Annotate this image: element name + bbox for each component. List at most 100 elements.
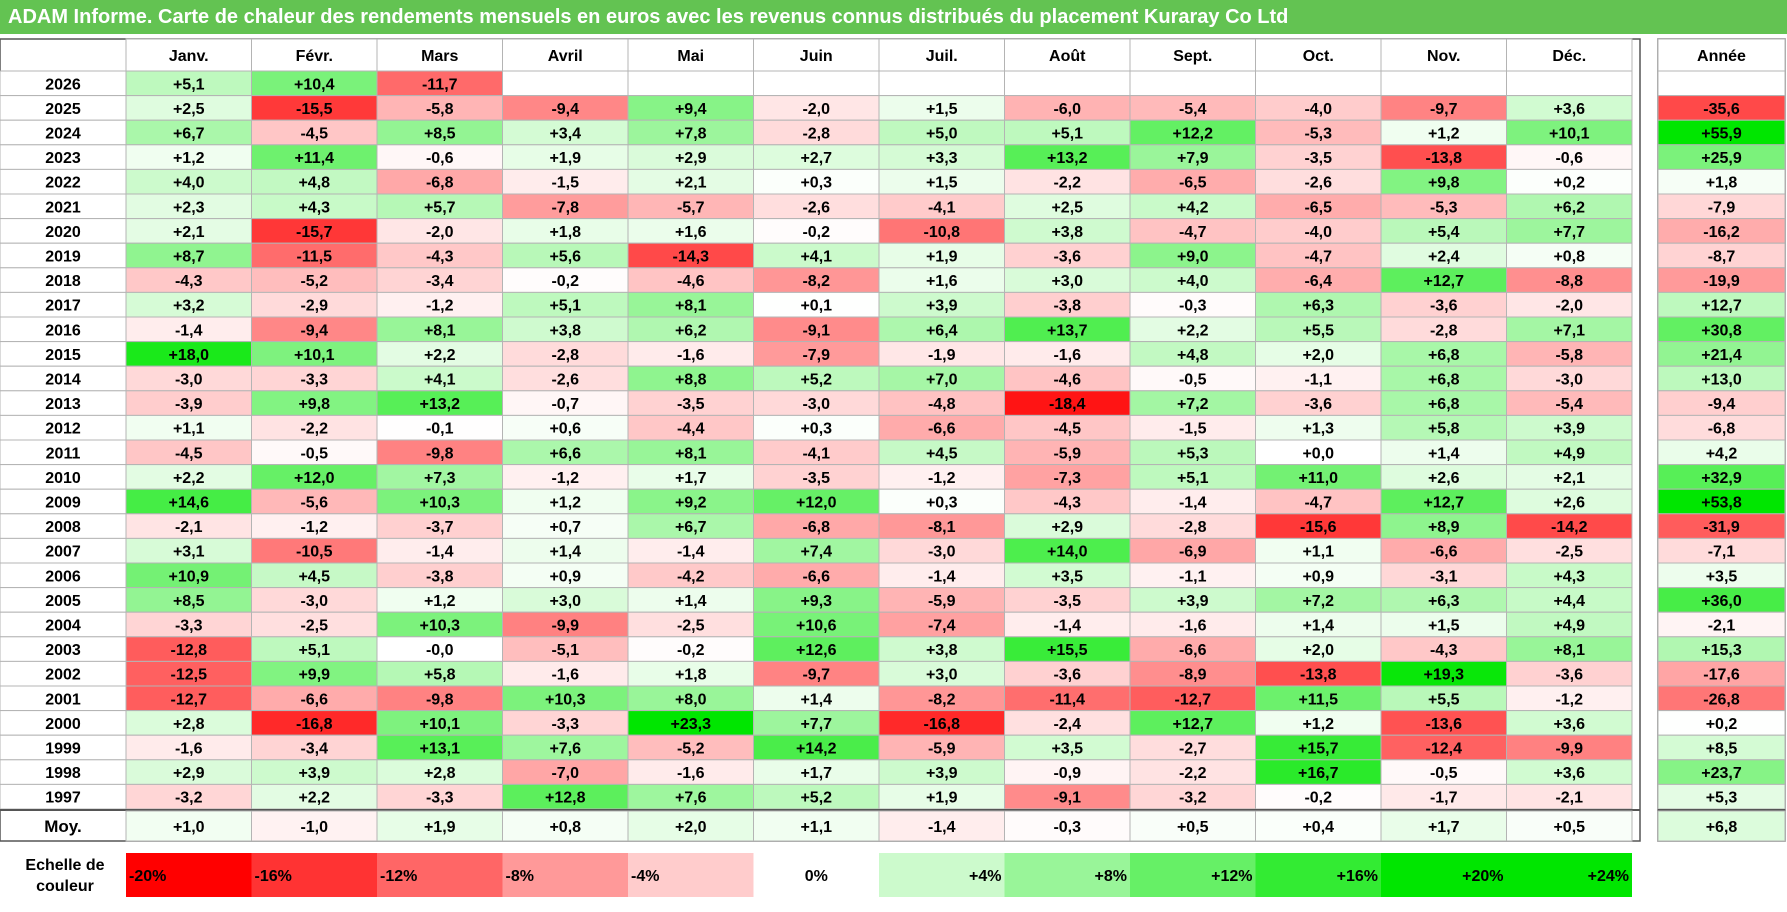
heatmap-cell [125, 144, 252, 170]
cell-value: -4,5 [300, 126, 328, 143]
cell-value: -11,7 [422, 76, 458, 93]
heatmap-cell [1506, 168, 1633, 195]
heatmap-cell [1004, 119, 1131, 146]
heatmap-cell [1380, 218, 1507, 244]
cell-value: -4,6 [677, 273, 705, 290]
heatmap-cell [1129, 710, 1256, 736]
cell-value: +4,9 [1553, 445, 1585, 462]
heatmap-cell [627, 464, 754, 490]
cell-value: +16,7 [1298, 765, 1339, 782]
cell-value: +3,9 [1177, 593, 1209, 610]
year-label: 2002 [45, 667, 81, 684]
cell-value: +13,2 [420, 396, 461, 413]
heatmap-cell [376, 119, 503, 146]
heatmap-cell [1004, 611, 1131, 638]
annual-value: -8,7 [1708, 249, 1736, 266]
year-label: 2005 [45, 593, 81, 610]
heatmap-cell [1380, 537, 1507, 564]
year-label: 2013 [45, 396, 81, 413]
scale-step-label: -16% [255, 868, 292, 885]
cell-value: -4,5 [175, 445, 203, 462]
annual-value: -26,8 [1703, 691, 1740, 708]
heatmap-cell [753, 611, 880, 638]
average-value: +1,7 [1428, 819, 1460, 836]
cell-value: +3,1 [173, 544, 205, 561]
annual-value: +30,8 [1701, 322, 1742, 339]
heatmap-cell [627, 414, 754, 441]
cell-value: +3,6 [1553, 101, 1585, 118]
heatmap-cell [251, 316, 378, 343]
cell-value: +2,9 [675, 150, 707, 167]
cell-value: -3,6 [1430, 298, 1458, 315]
scale-step-label: +8% [1095, 868, 1127, 885]
cell-value: -2,4 [1053, 716, 1081, 733]
cell-value: +0,8 [1553, 249, 1585, 266]
cell-value: +11,5 [1298, 691, 1338, 708]
annual-cell [1657, 685, 1786, 712]
cell-value: -14,3 [673, 249, 710, 266]
heatmap-cell [1255, 759, 1382, 785]
heatmap-cell [627, 710, 754, 736]
month-header: Févr. [296, 48, 333, 65]
cell-value: -6,6 [1179, 642, 1207, 659]
heatmap-cell [1004, 144, 1131, 170]
cell-value: -5,9 [1053, 445, 1081, 462]
cell-value: +5,5 [1428, 691, 1460, 708]
heatmap-cell [1255, 439, 1382, 466]
month-header: Sept. [1173, 48, 1212, 65]
cell-value: +5,1 [549, 298, 581, 315]
heatmap-cell [878, 513, 1005, 539]
cell-value: +6,2 [675, 322, 707, 339]
heatmap-cell [1380, 488, 1507, 515]
cell-value: +1,1 [1302, 544, 1334, 561]
heatmap-cell [1255, 488, 1382, 515]
cell-value: +1,2 [549, 495, 581, 512]
heatmap-cell [1004, 734, 1131, 761]
cell-value: +5,6 [549, 249, 581, 266]
heatmap-cell [878, 341, 1005, 367]
cell-value: +12,2 [1173, 126, 1214, 143]
heatmap-cell [125, 341, 252, 367]
cell-value: -2,5 [1555, 544, 1583, 561]
year-label: 2003 [45, 642, 81, 659]
cell-value: -1,6 [677, 765, 705, 782]
cell-value: +12,6 [796, 642, 837, 659]
cell-value: +7,2 [1177, 396, 1209, 413]
cell-value: -3,6 [1053, 667, 1081, 684]
heatmap-cell [1255, 70, 1382, 97]
cell-value: -1,7 [1430, 790, 1458, 807]
cell-value: +1,9 [926, 790, 958, 807]
heatmap-cell [627, 316, 754, 343]
cell-value: +1,3 [1302, 421, 1334, 438]
average-value: -1,0 [300, 819, 328, 836]
heatmap-cell [1506, 70, 1633, 97]
cell-value: +2,4 [1428, 249, 1460, 266]
heatmap-cell [1129, 464, 1256, 490]
cell-value: +2,6 [1553, 495, 1585, 512]
cell-value: +4,2 [1177, 199, 1209, 216]
heatmap-cell [376, 70, 503, 97]
scale-swatch [1381, 853, 1507, 897]
cell-value: -6,6 [928, 421, 956, 438]
heatmap-cell [1129, 193, 1256, 220]
cell-value: -5,3 [1430, 199, 1458, 216]
cell-value: +1,5 [926, 175, 958, 192]
cell-value: -5,6 [300, 495, 328, 512]
cell-value: -0,7 [551, 396, 579, 413]
year-label: 2019 [45, 249, 81, 266]
heatmap-cell [1506, 636, 1633, 662]
average-cell [1004, 810, 1131, 842]
heatmap-cell [1255, 119, 1382, 146]
cell-value: -3,9 [175, 396, 203, 413]
cell-value: -3,0 [928, 544, 956, 561]
cell-value: -2,1 [1555, 790, 1583, 807]
cell-value: +23,3 [671, 716, 712, 733]
cell-value: -5,4 [1555, 396, 1583, 413]
cell-value: +0,3 [800, 421, 832, 438]
cell-value: +10,6 [796, 618, 837, 635]
cell-value: -1,4 [175, 322, 203, 339]
cell-value: +12,7 [1424, 273, 1465, 290]
heatmap-cell [627, 70, 754, 97]
cell-value: -8,2 [802, 273, 830, 290]
average-value: +0,5 [1177, 819, 1209, 836]
